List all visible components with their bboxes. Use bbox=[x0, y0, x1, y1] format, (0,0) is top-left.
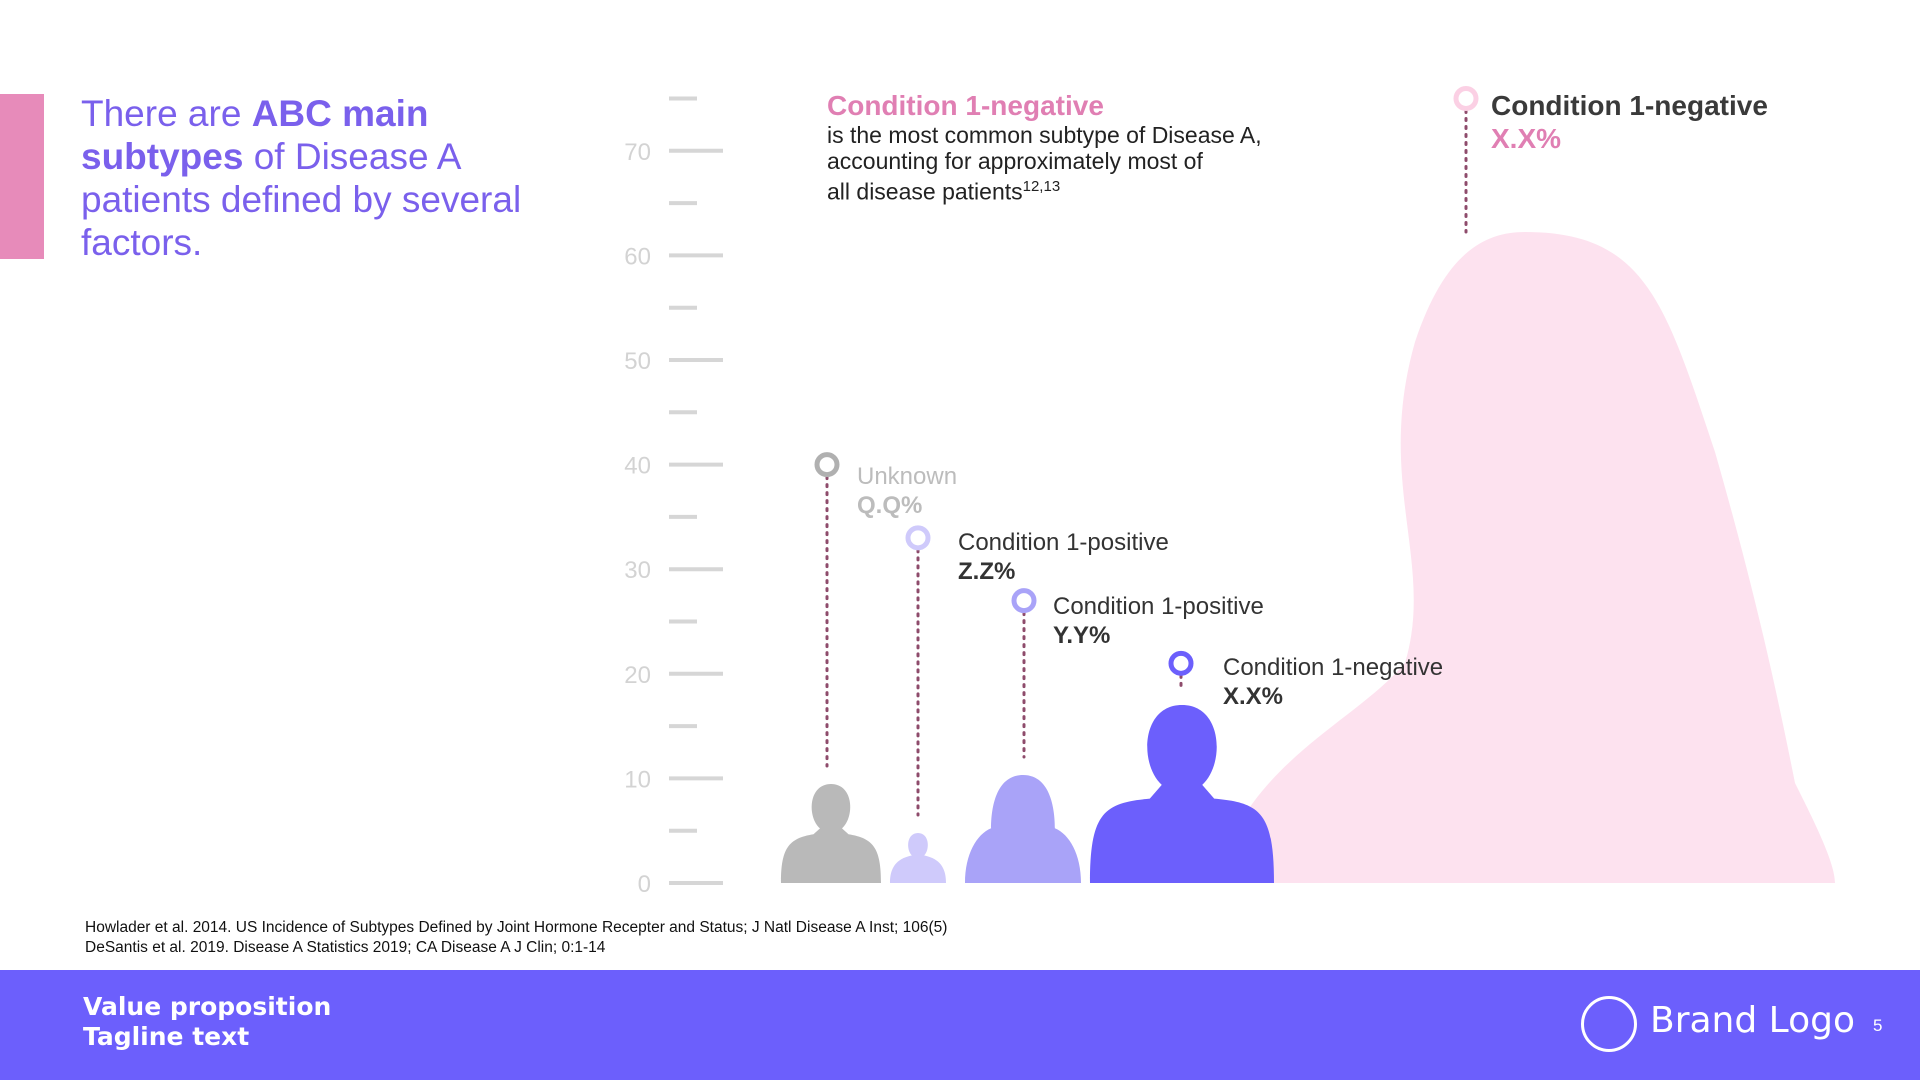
bar-0-marker bbox=[814, 452, 840, 478]
label-negative-small-name: Condition 1-negative bbox=[1223, 654, 1444, 681]
label-unknown-name: Unknown bbox=[857, 463, 958, 490]
bar-4-silhouette bbox=[1215, 232, 1835, 883]
reference-2: DeSantis et al. 2019. Disease A Statisti… bbox=[85, 939, 606, 956]
bar-3-marker bbox=[1168, 650, 1194, 676]
y-tick-label: 60 bbox=[624, 243, 651, 270]
y-tick-label: 30 bbox=[624, 557, 651, 584]
bar-2-silhouette bbox=[965, 775, 1081, 883]
headline-text-2: of Disease A patients defined by several… bbox=[81, 136, 522, 263]
brand-logo-text: Brand Logo bbox=[1650, 1000, 1855, 1041]
bar-1-silhouette bbox=[890, 833, 946, 883]
accent-bar bbox=[0, 94, 44, 259]
label-positive-1-value: Z.Z% bbox=[958, 558, 1016, 585]
callout-line-2: accounting for approximately most of bbox=[827, 148, 1203, 174]
y-tick-label: 10 bbox=[624, 766, 651, 793]
y-tick-label: 0 bbox=[638, 871, 651, 898]
y-tick-label: 50 bbox=[624, 348, 651, 375]
label-negative-small-value: X.X% bbox=[1223, 683, 1284, 710]
bar-4-marker bbox=[1453, 86, 1479, 111]
label-negative-big-name: Condition 1-negative bbox=[1491, 90, 1768, 121]
callout-top: Condition 1-negative is the most common … bbox=[827, 90, 1347, 205]
brand-logo-icon bbox=[1581, 996, 1637, 1052]
headline-text-1: There are bbox=[81, 93, 252, 134]
page-headline: There are ABC main subtypes of Disease A… bbox=[81, 92, 551, 264]
bar-0-silhouette bbox=[781, 784, 881, 883]
callout-line-1: is the most common subtype of Disease A, bbox=[827, 122, 1262, 148]
y-tick-label: 70 bbox=[624, 139, 651, 166]
callout-line-3: all disease patients12,13 bbox=[827, 174, 1347, 205]
references: Howlader et al. 2014. US Incidence of Su… bbox=[85, 918, 947, 958]
label-positive-1: Condition 1-positive Z.Z% bbox=[958, 528, 1169, 586]
bar-1-marker bbox=[905, 525, 931, 551]
bar-3-silhouette bbox=[1090, 705, 1274, 883]
bar-2-marker bbox=[1011, 588, 1037, 614]
label-negative-big: Condition 1-negative X.X% bbox=[1491, 89, 1768, 155]
page-number: 5 bbox=[1873, 1016, 1883, 1035]
label-unknown-value: Q.Q% bbox=[857, 492, 923, 519]
y-tick-label: 20 bbox=[624, 662, 651, 689]
label-positive-2-value: Y.Y% bbox=[1053, 622, 1111, 649]
label-negative-big-value: X.X% bbox=[1491, 123, 1562, 154]
footer-bar: Value proposition Tagline text Brand Log… bbox=[0, 970, 1920, 1080]
value-proposition: Value proposition bbox=[83, 992, 332, 1021]
callout-superscript: 12,13 bbox=[1022, 178, 1061, 195]
footer-text: Value proposition Tagline text bbox=[83, 992, 331, 1052]
label-positive-2-name: Condition 1-positive bbox=[1053, 593, 1264, 620]
label-positive-2: Condition 1-positive Y.Y% bbox=[1053, 592, 1264, 650]
label-negative-small: Condition 1-negative X.X% bbox=[1223, 653, 1443, 711]
callout-line-3-text: all disease patients bbox=[827, 178, 1023, 205]
tagline: Tagline text bbox=[83, 1022, 250, 1051]
headline-bold: ABC main subtypes bbox=[81, 93, 429, 177]
reference-1: Howlader et al. 2014. US Incidence of Su… bbox=[85, 919, 948, 936]
label-positive-1-name: Condition 1-positive bbox=[958, 529, 1169, 556]
label-unknown: Unknown Q.Q% bbox=[857, 462, 957, 520]
subtype-chart: 0 10 20 30 40 50 60 70 bbox=[624, 86, 1835, 898]
callout-title: Condition 1-negative bbox=[827, 90, 1104, 121]
y-tick-label: 40 bbox=[624, 453, 651, 480]
